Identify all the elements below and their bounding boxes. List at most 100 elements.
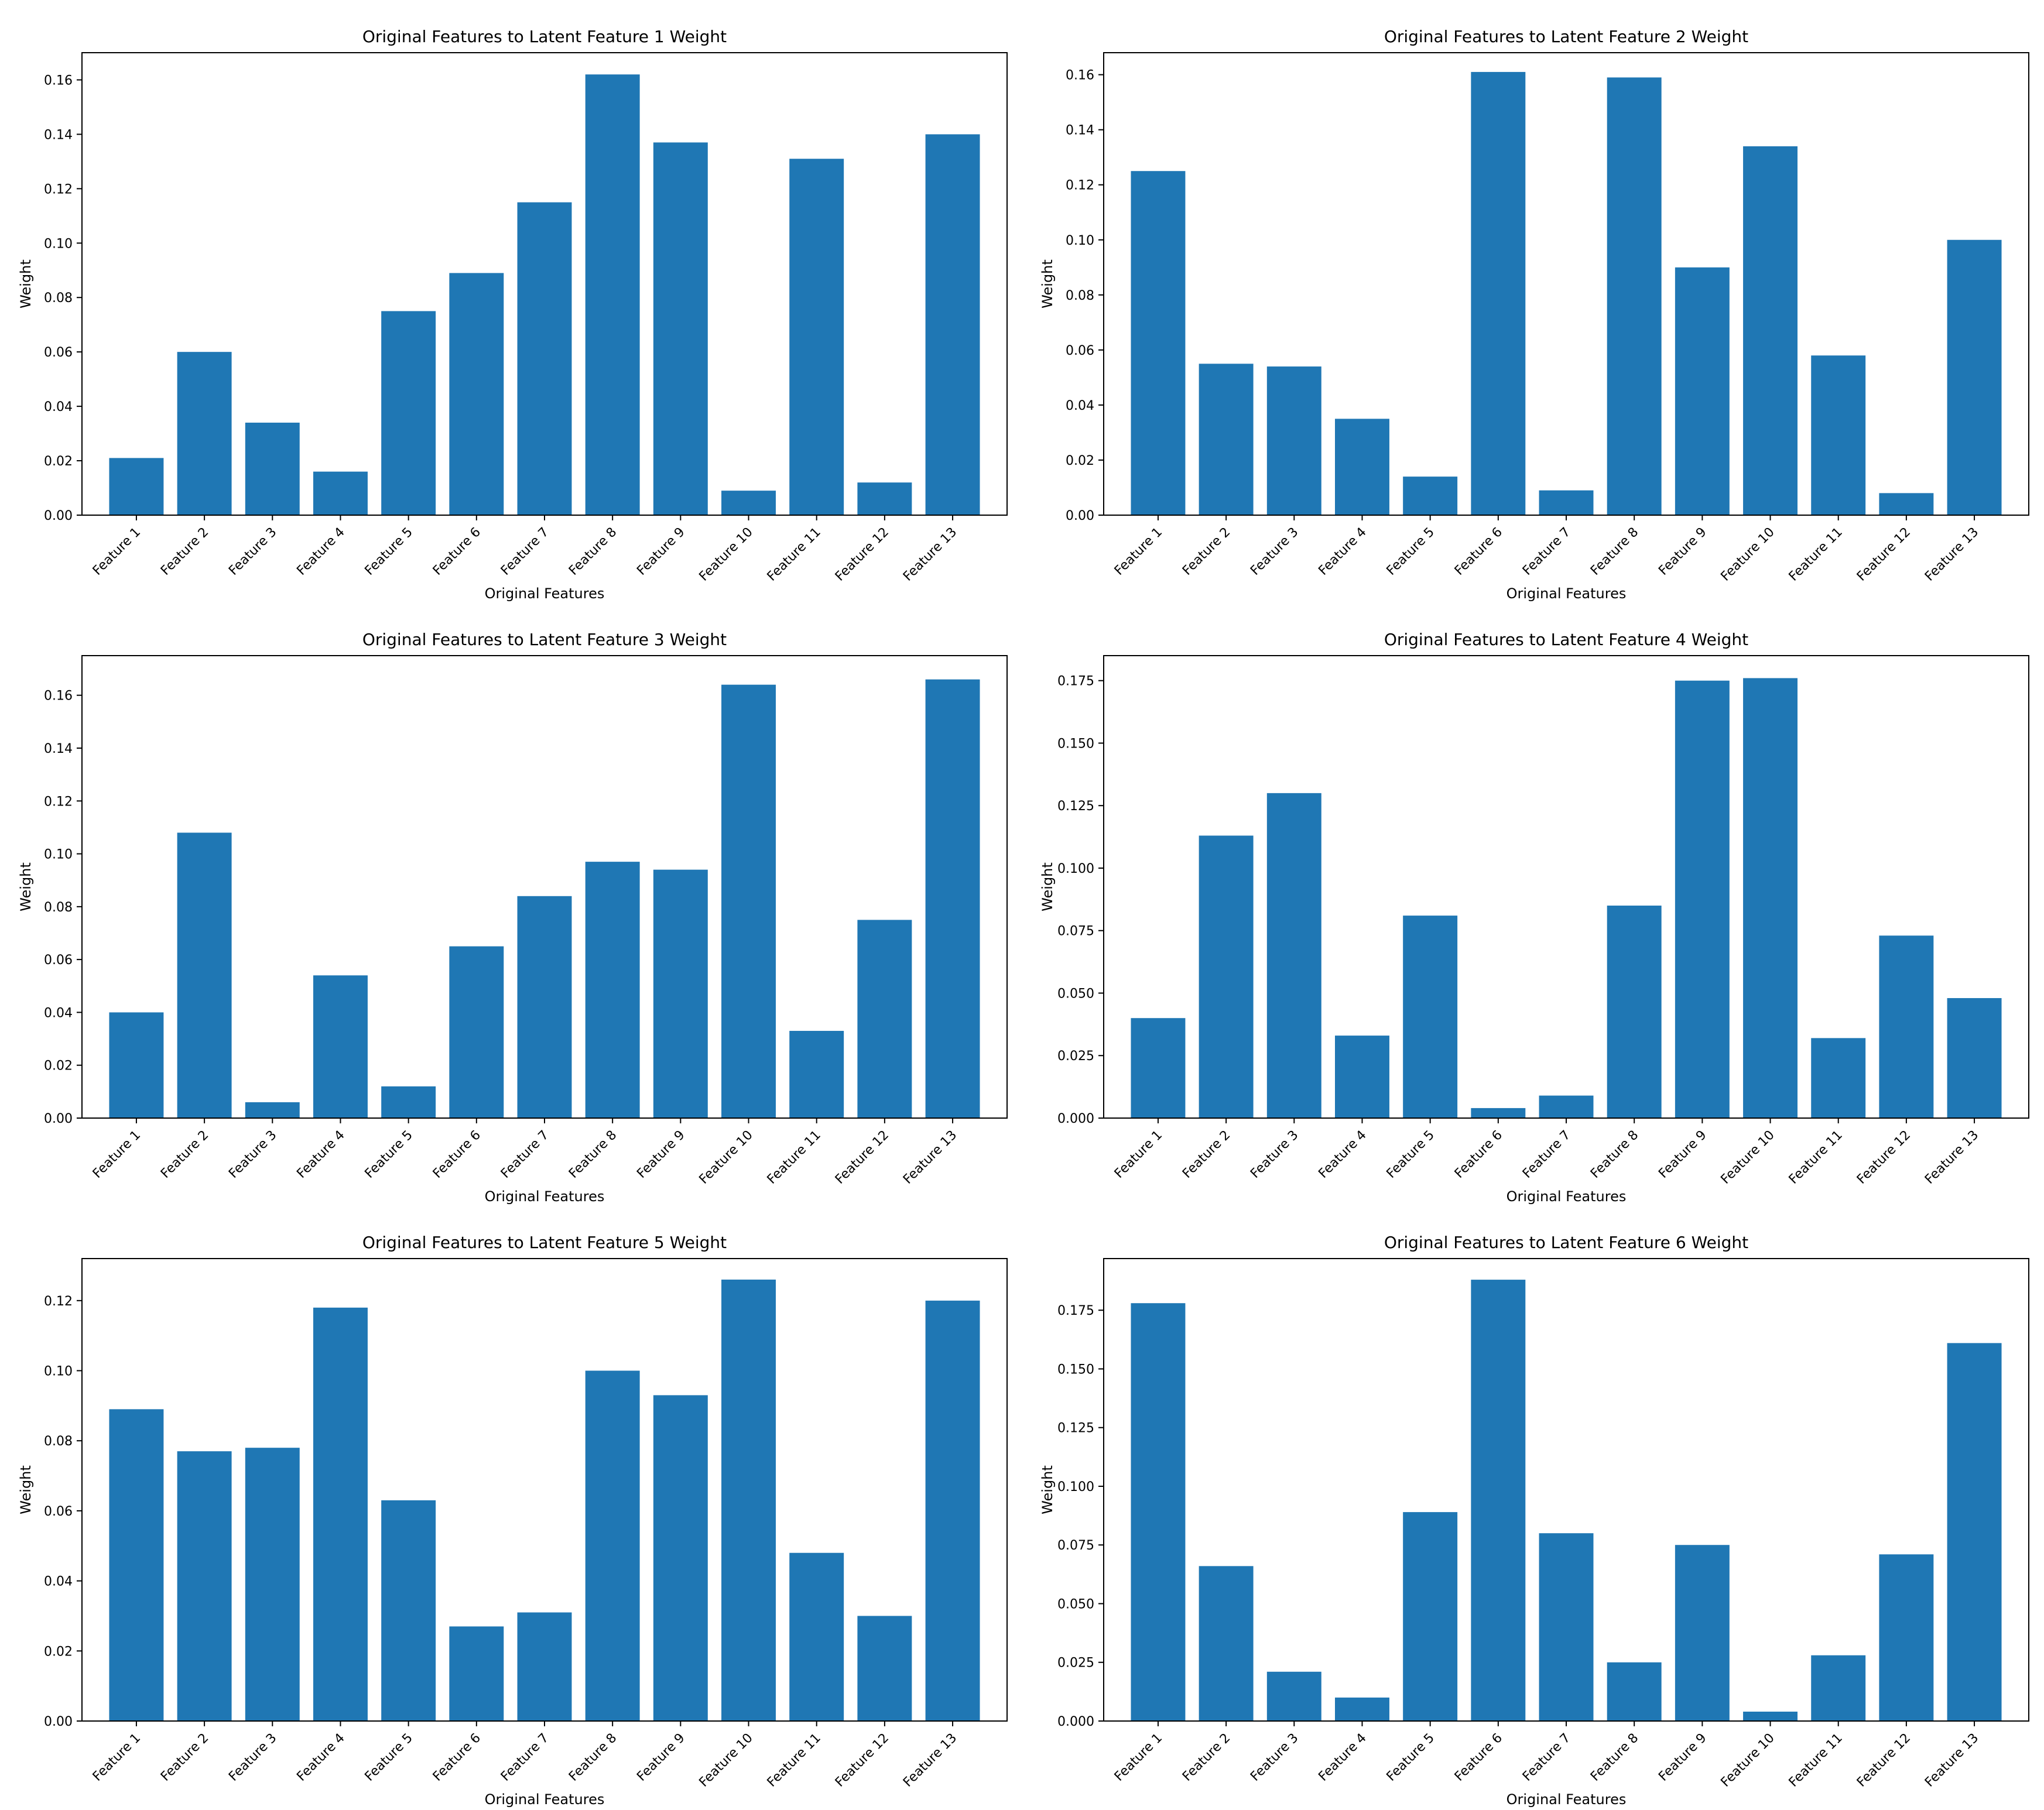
x-tick-label: Feature 11: [765, 525, 824, 584]
bar-feature-13: [925, 1300, 980, 1721]
y-tick-label: 0.075: [1057, 1538, 1094, 1553]
bar-feature-2: [1199, 1566, 1254, 1721]
x-tick-label: Feature 3: [1248, 525, 1301, 578]
x-tick-label: Feature 3: [1248, 1731, 1301, 1784]
y-tick-label: 0.08: [44, 900, 73, 915]
chart-title: Original Features to Latent Feature 5 We…: [362, 1233, 727, 1252]
bar-feature-10: [1743, 146, 1798, 515]
y-tick-label: 0.100: [1057, 862, 1094, 876]
y-tick-label: 0.100: [1057, 1480, 1094, 1494]
chart-svg: Original Features to Latent Feature 1 We…: [18, 27, 1008, 602]
bar-feature-5: [381, 1086, 436, 1118]
bar-feature-12: [1879, 1554, 1934, 1721]
bar-feature-7: [1539, 1095, 1594, 1118]
y-tick-label: 0.00: [44, 1715, 73, 1729]
y-tick-label: 0.02: [1066, 454, 1094, 468]
bar-feature-6: [449, 946, 504, 1118]
x-tick-label: Feature 3: [1248, 1128, 1301, 1181]
x-tick-label: Feature 1: [90, 1128, 143, 1181]
y-tick-label: 0.04: [1066, 399, 1094, 413]
bar-feature-6: [449, 273, 504, 515]
x-tick-label: Feature 10: [1718, 1731, 1778, 1790]
bar-feature-13: [1947, 998, 2002, 1118]
bar-feature-10: [721, 491, 776, 515]
bar-feature-3: [245, 1102, 300, 1118]
bar-feature-11: [1811, 1655, 1866, 1721]
bar-feature-12: [1879, 935, 1934, 1118]
x-tick-label: Feature 4: [294, 1731, 347, 1784]
chart-svg: Original Features to Latent Feature 3 We…: [18, 630, 1008, 1205]
y-tick-label: 0.16: [44, 689, 73, 704]
y-tick-label: 0.06: [44, 345, 73, 360]
y-axis-label: Weight: [18, 1465, 34, 1514]
chart-latent-2: Original Features to Latent Feature 2 We…: [1022, 0, 2043, 603]
bar-feature-7: [517, 896, 572, 1118]
y-tick-label: 0.14: [44, 128, 73, 142]
bar-feature-2: [177, 832, 232, 1118]
x-tick-label: Feature 10: [697, 525, 756, 584]
y-tick-label: 0.12: [44, 794, 73, 809]
x-tick-label: Feature 2: [158, 525, 211, 578]
x-tick-label: Feature 2: [158, 1128, 211, 1181]
y-axis-label: Weight: [1039, 1465, 1056, 1514]
x-tick-label: Feature 7: [1520, 1128, 1573, 1181]
bar-feature-5: [1403, 916, 1458, 1118]
y-tick-label: 0.04: [44, 1006, 73, 1020]
x-tick-label: Feature 3: [226, 1128, 279, 1181]
bar-feature-13: [925, 134, 980, 516]
chart-svg: Original Features to Latent Feature 2 We…: [1039, 27, 2029, 602]
bar-feature-11: [789, 159, 844, 515]
bar-feature-3: [1266, 1671, 1321, 1721]
x-tick-label: Feature 11: [1786, 1731, 1846, 1790]
bar-feature-8: [1607, 77, 1662, 516]
x-tick-label: Feature 5: [1384, 1731, 1437, 1784]
bar-feature-3: [1266, 366, 1321, 515]
y-tick-label: 0.06: [1066, 344, 1094, 358]
bar-feature-10: [1743, 1711, 1798, 1721]
bar-feature-10: [1743, 678, 1798, 1118]
x-tick-label: Feature 8: [1588, 1731, 1641, 1784]
x-axis-label: Original Features: [1507, 1791, 1627, 1808]
chart-latent-1: Original Features to Latent Feature 1 We…: [0, 0, 1022, 603]
chart-svg: Original Features to Latent Feature 5 We…: [18, 1233, 1008, 1808]
bar-feature-4: [1335, 1697, 1389, 1721]
y-tick-label: 0.125: [1057, 1421, 1094, 1436]
x-tick-label: Feature 10: [697, 1128, 756, 1187]
bar-feature-6: [449, 1626, 504, 1721]
x-tick-label: Feature 6: [430, 1128, 484, 1181]
x-tick-label: Feature 6: [1452, 525, 1505, 578]
x-tick-label: Feature 12: [833, 1731, 892, 1790]
x-tick-label: Feature 9: [634, 1731, 687, 1784]
bar-feature-8: [585, 1370, 640, 1721]
x-tick-label: Feature 6: [430, 525, 484, 578]
x-tick-label: Feature 13: [901, 525, 960, 584]
bar-feature-8: [585, 862, 640, 1118]
x-tick-label: Feature 6: [1452, 1128, 1505, 1181]
x-tick-label: Feature 1: [1112, 1731, 1165, 1784]
y-tick-label: 0.125: [1057, 799, 1094, 814]
bar-feature-13: [1947, 1343, 2002, 1721]
x-tick-label: Feature 8: [566, 1731, 619, 1784]
x-tick-label: Feature 7: [498, 525, 552, 578]
x-tick-label: Feature 5: [1384, 525, 1437, 578]
bar-feature-12: [857, 482, 912, 515]
bar-feature-7: [1539, 490, 1594, 515]
x-tick-label: Feature 9: [634, 525, 687, 578]
bar-feature-6: [1471, 1280, 1526, 1721]
y-tick-label: 0.14: [1066, 124, 1094, 138]
bar-feature-8: [1607, 1662, 1662, 1721]
bar-feature-3: [245, 1448, 300, 1721]
bar-feature-2: [1199, 364, 1254, 515]
bar-feature-9: [653, 1395, 708, 1721]
x-tick-label: Feature 2: [158, 1731, 211, 1784]
chart-title: Original Features to Latent Feature 4 We…: [1384, 630, 1748, 649]
y-tick-label: 0.08: [1066, 289, 1094, 303]
y-tick-label: 0.08: [44, 1434, 73, 1449]
bar-feature-6: [1471, 71, 1526, 515]
x-tick-label: Feature 12: [833, 525, 892, 584]
y-tick-label: 0.04: [44, 400, 73, 414]
y-tick-label: 0.025: [1057, 1049, 1094, 1064]
y-tick-label: 0.02: [44, 1644, 73, 1659]
bar-feature-2: [1199, 835, 1254, 1118]
bar-feature-4: [313, 471, 368, 515]
